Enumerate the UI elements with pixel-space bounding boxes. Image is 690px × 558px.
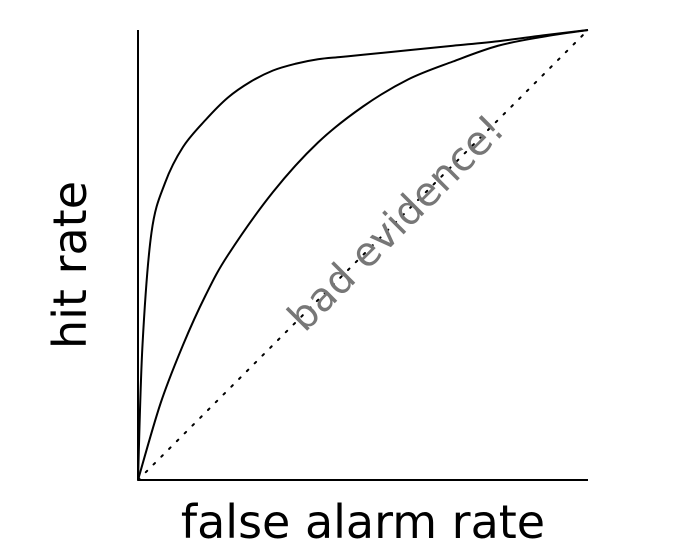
x-axis-label: false alarm rate	[181, 495, 545, 549]
chart-marks	[137, 29, 589, 481]
chance-diagonal-line	[137, 29, 589, 481]
roc-curve-2	[137, 29, 589, 481]
annotation-label: bad evidence!	[279, 106, 513, 340]
chart-annotations: bad evidence!	[279, 106, 513, 340]
y-axis-label: hit rate	[43, 181, 97, 349]
roc-curve-1	[137, 29, 589, 481]
